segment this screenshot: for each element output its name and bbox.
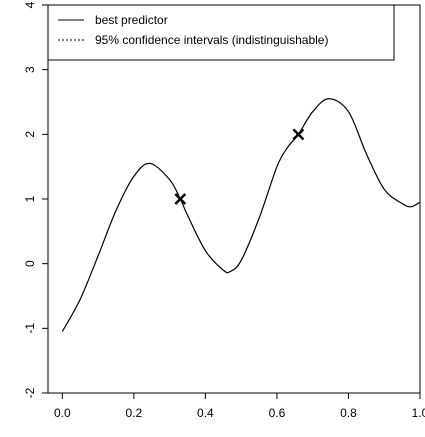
y-tick-label: 4 [23, 1, 37, 8]
x-tick-label: 1.0 [412, 406, 425, 420]
y-tick-label: -2 [23, 387, 37, 398]
plot-frame [47, 4, 421, 394]
x-tick-label: 0.0 [54, 406, 71, 420]
legend-box [47, 4, 395, 61]
x-tick-label: 0.6 [269, 406, 286, 420]
observation-marker [174, 193, 187, 205]
series-layer [61, 98, 420, 332]
legend: best predictor 95% confidence intervals … [47, 4, 395, 61]
x-tick-label: 0.8 [340, 406, 357, 420]
legend-label-confidence-intervals: 95% confidence intervals (indistinguisha… [95, 33, 328, 47]
y-tick-label: 2 [23, 131, 37, 138]
observation-marker [292, 128, 305, 141]
y-tick-label: 0 [23, 260, 37, 267]
x-tick-label: 0.4 [197, 406, 214, 420]
plot-area [61, 98, 420, 332]
y-tick-label: 3 [23, 66, 37, 73]
series-line [61, 98, 420, 332]
y-tick-label: 1 [23, 195, 37, 202]
y-tick-label: -1 [23, 323, 37, 334]
legend-label-best-predictor: best predictor [95, 13, 168, 27]
x-axis: 0.0 0.2 0.4 0.6 0.8 1.0 [54, 393, 425, 420]
y-axis: -2 -1 0 1 2 3 4 [23, 1, 48, 398]
x-tick-label: 0.2 [126, 406, 143, 420]
